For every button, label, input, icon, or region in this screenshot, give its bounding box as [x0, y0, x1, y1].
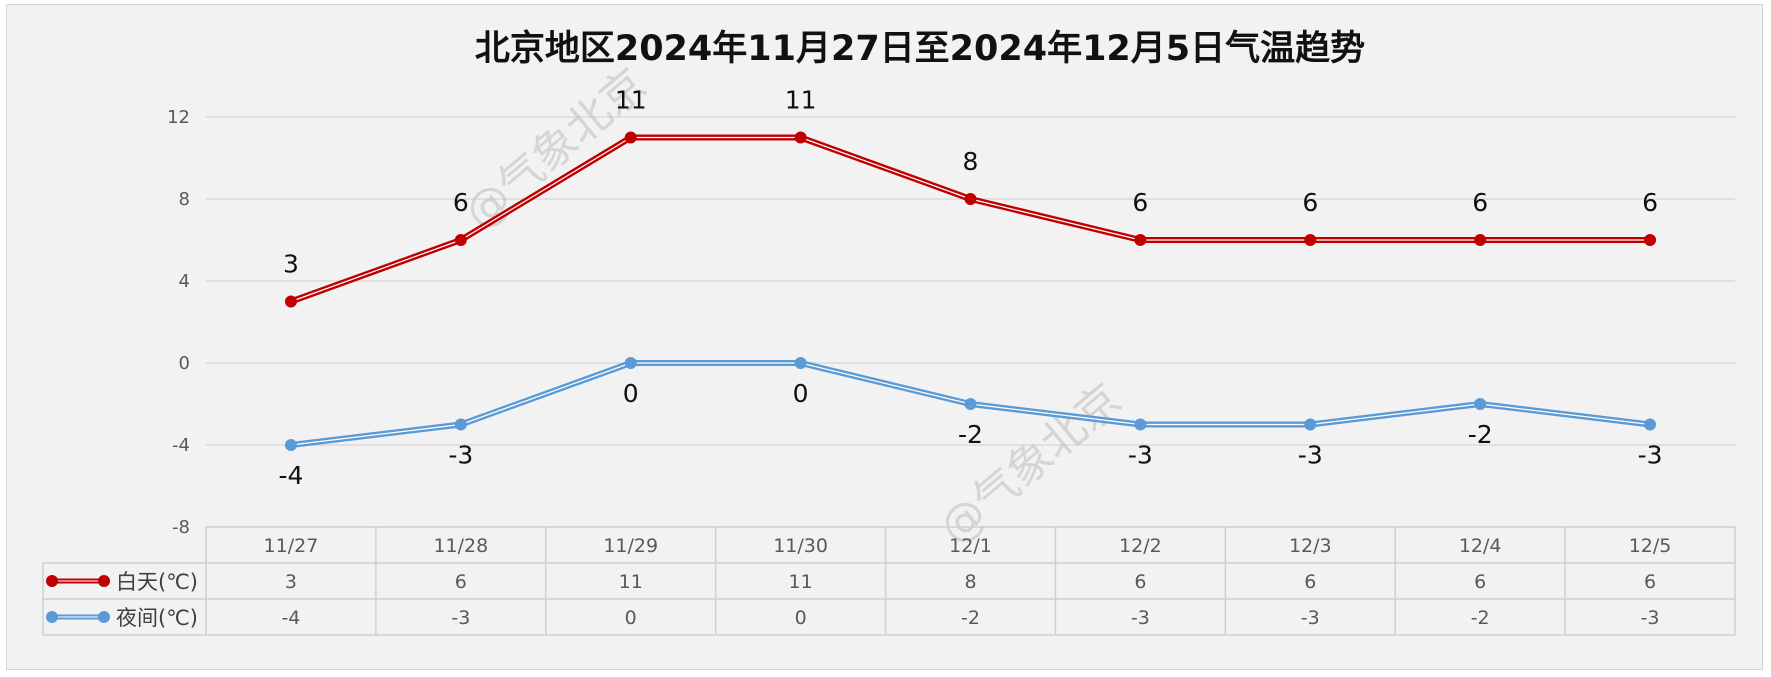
data-point [1474, 398, 1487, 410]
night-series: -4 -3 0 0 -2 -3 -3 -2 -3 [278, 357, 1663, 490]
data-point [794, 131, 807, 144]
data-label: 6 [1132, 188, 1148, 217]
data-point [964, 398, 977, 410]
data-point [1304, 234, 1317, 246]
legend-label: 夜间(℃) [116, 606, 198, 630]
table-cell: -2 [961, 607, 980, 629]
legend-marker [98, 575, 110, 587]
data-label: -3 [1638, 441, 1663, 470]
data-label: -4 [278, 461, 303, 490]
x-category-label: 11/30 [773, 535, 828, 557]
data-label: -2 [958, 420, 983, 449]
table-cell: -2 [1471, 607, 1490, 629]
data-point [284, 439, 297, 451]
table-cell: 6 [1134, 571, 1146, 593]
data-point [624, 131, 637, 144]
table-cell: 0 [795, 607, 807, 629]
x-category-label: 11/27 [264, 535, 319, 557]
table-cell: 8 [964, 571, 976, 593]
data-label: 8 [963, 147, 979, 176]
data-point [454, 418, 467, 431]
data-label: 6 [1642, 188, 1658, 217]
table-cell: -3 [1641, 607, 1660, 629]
table-cell: 0 [625, 607, 637, 629]
gridlines [206, 116, 1735, 446]
y-tick-label: -8 [172, 517, 190, 538]
legend-marker [46, 575, 58, 587]
table-cell: 3 [285, 571, 297, 593]
legend-key [46, 611, 110, 623]
data-point [624, 357, 637, 369]
data-point [1304, 418, 1317, 431]
data-point [1474, 234, 1487, 246]
data-label: 6 [453, 188, 469, 217]
data-label: -3 [1298, 441, 1323, 470]
y-tick-label: 12 [167, 107, 190, 128]
x-category-label: 11/28 [433, 535, 488, 557]
series-layer: 3 6 11 11 8 6 6 6 6 -4 -3 0 0 -2 -3 -3 -2 -3 [278, 86, 1662, 491]
x-category-label: 12/2 [1119, 535, 1162, 557]
data-label: 0 [793, 379, 809, 408]
data-point [1644, 234, 1657, 246]
watermark-layer: @气象北京@气象北京 [455, 59, 1131, 554]
table-cell: 11 [789, 571, 813, 593]
x-category-label: 11/29 [603, 535, 658, 557]
legend-label: 白天(℃) [116, 570, 198, 594]
table-cell: 6 [455, 571, 467, 593]
table-cell: -3 [1131, 607, 1150, 629]
data-point [964, 193, 977, 205]
data-point [1644, 418, 1657, 431]
y-tick-label: -4 [172, 435, 190, 456]
legend-marker [46, 611, 58, 623]
data-point [1134, 418, 1147, 431]
table-cell: -4 [281, 607, 300, 629]
data-label: -2 [1468, 420, 1493, 449]
data-label: 0 [623, 379, 639, 408]
y-tick-label: 4 [179, 271, 190, 292]
data-point [794, 357, 807, 369]
data-label: 11 [785, 86, 817, 115]
table-cell: 6 [1304, 571, 1316, 593]
y-tick-label: 0 [179, 353, 190, 374]
data-point [284, 295, 297, 308]
table-cell: 6 [1644, 571, 1656, 593]
x-category-label: 12/5 [1629, 535, 1672, 557]
legend-key [46, 575, 110, 587]
day-series: 3 6 11 11 8 6 6 6 6 [283, 86, 1658, 308]
x-category-label: 12/4 [1459, 535, 1502, 557]
table-cell: 11 [619, 571, 643, 593]
data-label: 6 [1472, 188, 1488, 217]
y-axis-ticks: -8 -4 0 4 8 12 [167, 107, 190, 538]
data-point [1134, 234, 1147, 246]
table-cell: 6 [1474, 571, 1486, 593]
legend-marker [98, 611, 110, 623]
data-table: 11/27 11/28 11/29 11/30 12/1 12/2 12/3 12/4 12/5… [42, 526, 1736, 636]
data-point [454, 234, 467, 246]
chart-area [6, 4, 1763, 670]
data-label: 6 [1302, 188, 1318, 217]
data-label: -3 [448, 441, 473, 470]
x-category-label: 12/1 [949, 535, 992, 557]
y-tick-label: 8 [179, 189, 190, 210]
data-label: 3 [283, 250, 299, 279]
table-cell: -3 [1301, 607, 1320, 629]
x-category-label: 12/3 [1289, 535, 1332, 557]
chart-title: 北京地区2024年11月27日至2024年12月5日气温趋势 [475, 28, 1365, 69]
data-label: 11 [615, 86, 647, 115]
table-cell: -3 [451, 607, 470, 629]
data-label: -3 [1128, 441, 1153, 470]
